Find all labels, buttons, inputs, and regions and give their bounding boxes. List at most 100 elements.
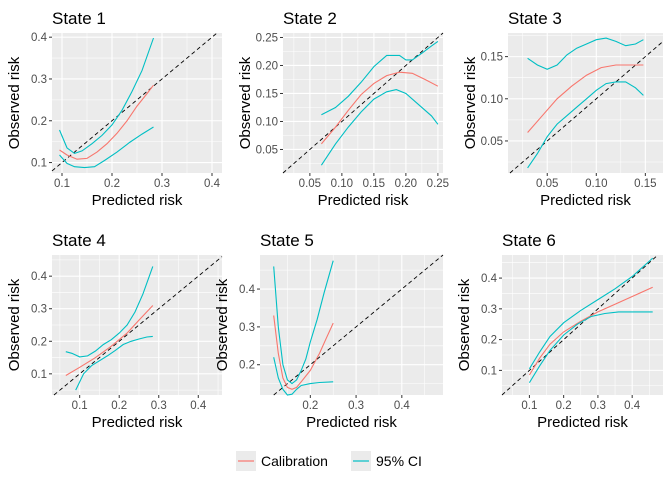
calibration-curve (273, 315, 334, 390)
x-tick-label: 0.4 (624, 400, 641, 412)
x-tick-label: 0.2 (111, 400, 127, 412)
reference-diagonal (273, 254, 444, 396)
y-tick-label: 0.1 (31, 369, 47, 381)
y-tick-label: 0.4 (31, 32, 48, 44)
ci-lower-curve (59, 126, 154, 169)
x-tick-label: 0.05 (299, 178, 321, 190)
y-tick-label: 0.4 (31, 271, 48, 283)
legend: Calibration 95% CI (236, 451, 422, 471)
panel-background (502, 255, 663, 395)
panel-title: State 4 (52, 231, 106, 250)
x-axis-title: Predicted risk (318, 192, 409, 209)
y-tick-label: 0.25 (256, 32, 278, 44)
x-tick-label: 0.10 (331, 178, 353, 190)
reference-diagonal (51, 32, 218, 172)
ci-lower-curve (527, 81, 644, 169)
ci-upper-curve (65, 266, 154, 358)
x-tick-label: 0.2 (556, 400, 572, 412)
x-tick-label: 0.3 (151, 400, 167, 412)
panel-state-4: 0.1 0.2 0.3 0.4 0.1 0.2 0.3 0.4 State 4 Predicted… (6, 231, 223, 431)
calibration-curve (59, 84, 154, 160)
y-tick-label: 0.2 (31, 116, 47, 128)
ci-lower-curve (273, 357, 334, 396)
x-axis-title: Predicted risk (306, 414, 397, 431)
ci-lower-curve (528, 311, 653, 383)
panel-state-2: 0.05 0.10 0.15 0.20 0.25 0.05 0.10 0.15 0.20 0.25… (237, 9, 449, 209)
ci-lower-curve (75, 335, 153, 391)
reference-diagonal (282, 32, 444, 174)
y-axis-title: Observed risk (237, 56, 254, 149)
ci-upper-curve (321, 40, 439, 116)
panel-state-6: 0.1 0.2 0.3 0.4 0.1 0.2 0.3 0.4 State 6 Predicted… (456, 231, 663, 431)
x-tick-label: 0.20 (395, 178, 417, 190)
panel-state-1: 0.1 0.2 0.3 0.4 0.1 0.2 0.3 0.4 State 1 Predicted… (6, 9, 222, 209)
y-tick-label: 0.1 (481, 365, 497, 377)
x-tick-label: 0.10 (585, 178, 607, 190)
panel-title: State 3 (508, 9, 562, 28)
y-tick-label: 0.2 (239, 360, 255, 372)
x-axis-title: Predicted risk (537, 414, 628, 431)
y-axis-title: Observed risk (214, 278, 231, 371)
x-axis-title: Predicted risk (92, 192, 183, 209)
x-tick-label: 0.3 (154, 178, 170, 190)
calibration-curve (528, 286, 653, 376)
y-tick-label: 0.15 (481, 52, 503, 64)
y-tick-label: 0.4 (239, 284, 256, 296)
y-tick-label: 0.10 (481, 94, 503, 106)
x-tick-label: 0.2 (302, 400, 318, 412)
x-tick-label: 0.4 (204, 178, 221, 190)
y-tick-label: 0.05 (481, 136, 503, 148)
x-tick-label: 0.3 (590, 400, 606, 412)
x-tick-label: 0.3 (348, 400, 364, 412)
x-tick-label: 0.15 (634, 178, 656, 190)
reference-diagonal (509, 41, 664, 174)
panel-background (260, 255, 443, 395)
panel-title: State 5 (260, 231, 314, 250)
ci-upper-curve (528, 257, 654, 370)
y-tick-label: 0.1 (31, 158, 47, 170)
y-tick-label: 0.3 (31, 304, 47, 316)
y-tick-label: 0.2 (31, 336, 47, 348)
x-tick-label: 0.25 (427, 178, 449, 190)
y-tick-label: 0.3 (239, 322, 255, 334)
y-tick-label: 0.10 (256, 116, 278, 128)
x-tick-label: 0.2 (104, 178, 120, 190)
y-tick-label: 0.20 (256, 60, 278, 72)
x-axis-title: Predicted risk (540, 192, 631, 209)
panel-state-5: 0.2 0.3 0.4 0.2 0.3 0.4 State 5 Predicted risk O… (214, 231, 444, 431)
x-tick-label: 0.1 (54, 178, 70, 190)
ci-lower-curve (320, 89, 439, 166)
legend-label: 95% CI (376, 453, 422, 469)
y-axis-title: Observed risk (462, 56, 479, 149)
x-tick-label: 0.1 (521, 400, 537, 412)
panel-title: State 6 (502, 231, 556, 250)
panel-title: State 1 (52, 9, 106, 28)
y-axis-title: Observed risk (456, 278, 473, 371)
y-axis-title: Observed risk (6, 278, 23, 371)
panel-title: State 2 (283, 9, 337, 28)
y-tick-label: 0.3 (481, 304, 497, 316)
x-tick-label: 0.15 (363, 178, 385, 190)
calibration-curve (65, 305, 154, 376)
x-tick-label: 0.4 (394, 400, 411, 412)
y-tick-label: 0.15 (256, 88, 278, 100)
x-tick-label: 0.1 (72, 400, 88, 412)
y-tick-label: 0.4 (481, 273, 498, 285)
y-tick-label: 0.2 (481, 335, 497, 347)
ci-upper-curve (58, 37, 155, 155)
calibration-curve (527, 64, 644, 133)
panel-state-3: 0.05 0.10 0.15 0.05 0.10 0.15 State 3 Predicted… (462, 9, 664, 209)
ci-upper-curve (527, 37, 644, 70)
ci-upper-curve (273, 260, 334, 385)
calibration-curve (320, 71, 439, 145)
y-tick-label: 0.05 (256, 144, 278, 156)
y-tick-label: 0.3 (31, 74, 47, 86)
y-axis-title: Observed risk (6, 56, 23, 149)
reference-diagonal (53, 256, 223, 396)
x-tick-label: 0.05 (536, 178, 558, 190)
panel-background (508, 33, 663, 173)
x-axis-title: Predicted risk (92, 414, 183, 431)
x-tick-label: 0.4 (190, 400, 207, 412)
